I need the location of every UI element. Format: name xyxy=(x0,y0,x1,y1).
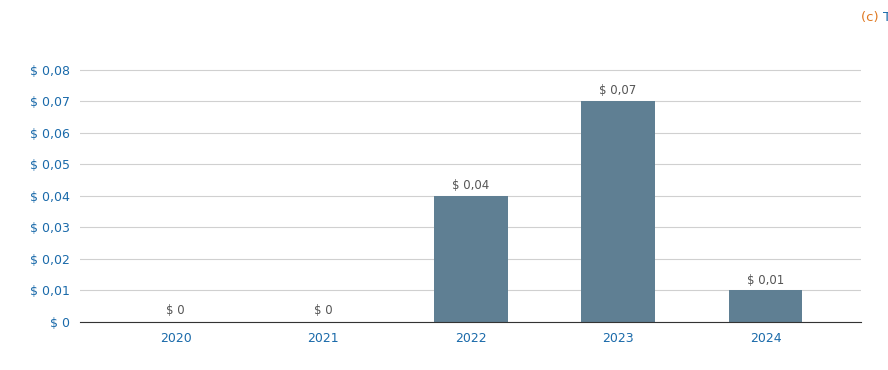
Text: $ 0,01: $ 0,01 xyxy=(747,273,784,287)
Text: Trivano.com: Trivano.com xyxy=(884,11,888,24)
Bar xyxy=(433,196,508,322)
Bar xyxy=(729,290,803,322)
Text: (c): (c) xyxy=(861,11,884,24)
Text: $ 0,04: $ 0,04 xyxy=(452,179,489,192)
Text: $ 0: $ 0 xyxy=(313,304,332,317)
Bar xyxy=(582,101,655,322)
Text: $ 0: $ 0 xyxy=(166,304,185,317)
Text: $ 0,07: $ 0,07 xyxy=(599,84,637,97)
